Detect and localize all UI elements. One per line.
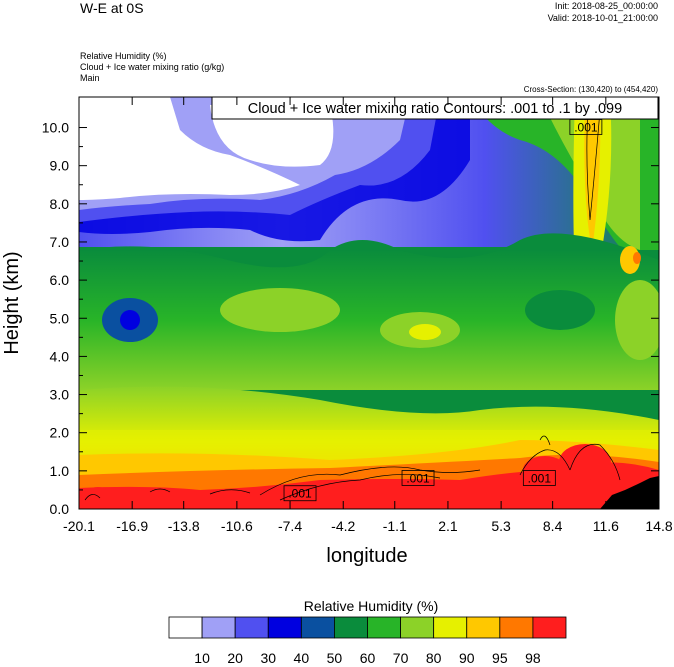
x-tick-label: 11.6	[593, 518, 619, 534]
colorbar-level: 98	[525, 650, 541, 666]
y-tick-label: 10.0	[42, 120, 69, 136]
y-tick-label: 0.0	[50, 501, 70, 517]
y-tick-label: 9.0	[50, 158, 70, 174]
init-time: Init: 2018-08-25_00:00:00	[555, 1, 658, 11]
cross-section-label: Cross-Section: (130,420) to (454,420)	[524, 85, 659, 94]
field-label-main: Main	[80, 73, 100, 83]
contour-label: .001	[288, 487, 312, 501]
x-tick-label: 2.1	[438, 518, 458, 534]
colorbar-level: 10	[194, 650, 210, 666]
y-tick-label: 6.0	[50, 272, 70, 288]
colorbar-swatch	[367, 616, 401, 639]
colorbar-level: 70	[393, 650, 409, 666]
colorbar-swatch	[267, 616, 302, 639]
contour-label: .001	[528, 471, 552, 485]
colorbar: 10 20 30 40 50 60 70 80 90 95 98	[168, 616, 567, 666]
colorbar-level: 90	[459, 650, 475, 666]
colorbar-swatch	[433, 616, 468, 639]
cloud-contours	[84, 109, 621, 501]
colorbar-level: 60	[360, 650, 376, 666]
colorbar-level: 95	[492, 650, 508, 666]
colorbar-swatch	[532, 616, 567, 639]
figure-title: W-E at 0S	[80, 0, 144, 16]
contour-label: .001	[574, 121, 598, 135]
rh-heatmap	[79, 97, 659, 509]
x-tick-label: -1.1	[383, 518, 407, 534]
colorbar-level: 20	[227, 650, 243, 666]
colorbar-swatch	[499, 616, 534, 639]
x-tick-label: -13.8	[168, 518, 200, 534]
valid-time: Valid: 2018-10-01_21:00:00	[548, 13, 658, 23]
contour-label-box	[522, 470, 556, 486]
x-tick-label: -7.4	[278, 518, 302, 534]
x-tick-label: 8.4	[543, 518, 563, 534]
colorbar-title: Relative Humidity (%)	[304, 598, 439, 614]
y-tick-label: 1.0	[50, 463, 70, 479]
y-tick-label: 7.0	[50, 234, 70, 250]
contour-label: .001	[406, 471, 430, 485]
x-tick-label: -10.6	[221, 518, 253, 534]
y-tick-label: 2.0	[50, 425, 70, 441]
contour-label-box	[401, 470, 435, 486]
y-tick-label: 3.0	[50, 387, 70, 403]
colorbar-level: 30	[260, 650, 276, 666]
colorbar-swatch	[334, 616, 368, 639]
colorbar-swatch	[400, 616, 435, 639]
contour-labels: .001 .001 .001 .001	[283, 119, 603, 502]
y-tick-label: 5.0	[50, 310, 70, 326]
colorbar-level: 50	[327, 650, 343, 666]
chart-title: Cloud + Ice water mixing ratio Contours:…	[248, 101, 622, 117]
contour-label-box	[283, 485, 317, 502]
x-axis: -20.1 -16.9 -13.8 -10.6 -7.4 -4.2 -1.1 2.1 5.3 8.…	[63, 97, 673, 534]
field-label-rh: Relative Humidity (%)	[80, 51, 167, 61]
colorbar-level: 40	[294, 650, 310, 666]
field-label-cloud: Cloud + Ice water mixing ratio (g/kg)	[80, 62, 224, 72]
y-tick-label: 8.0	[50, 196, 70, 212]
colorbar-swatch	[201, 616, 236, 639]
colorbar-level: 80	[426, 650, 442, 666]
colorbar-swatch	[300, 616, 335, 639]
colorbar-swatch	[168, 616, 203, 639]
contour-label-box	[569, 119, 603, 135]
x-tick-label: 5.3	[491, 518, 511, 534]
x-axis-label: longitude	[326, 545, 407, 567]
x-tick-label: -16.9	[116, 518, 148, 534]
y-axis: 0.0 1.0 2.0 3.0 4.0 5.0 6.0 7.0 8.0 9.0 10.0	[42, 120, 659, 517]
x-tick-label: 14.8	[645, 518, 672, 534]
colorbar-swatch	[234, 616, 269, 639]
chart-title-box	[211, 96, 659, 120]
colorbar-swatch	[466, 616, 501, 639]
y-axis-label: Height (km)	[1, 251, 23, 354]
x-tick-label: -4.2	[331, 518, 355, 534]
x-tick-label: -20.1	[63, 518, 95, 534]
y-tick-label: 4.0	[50, 348, 70, 364]
